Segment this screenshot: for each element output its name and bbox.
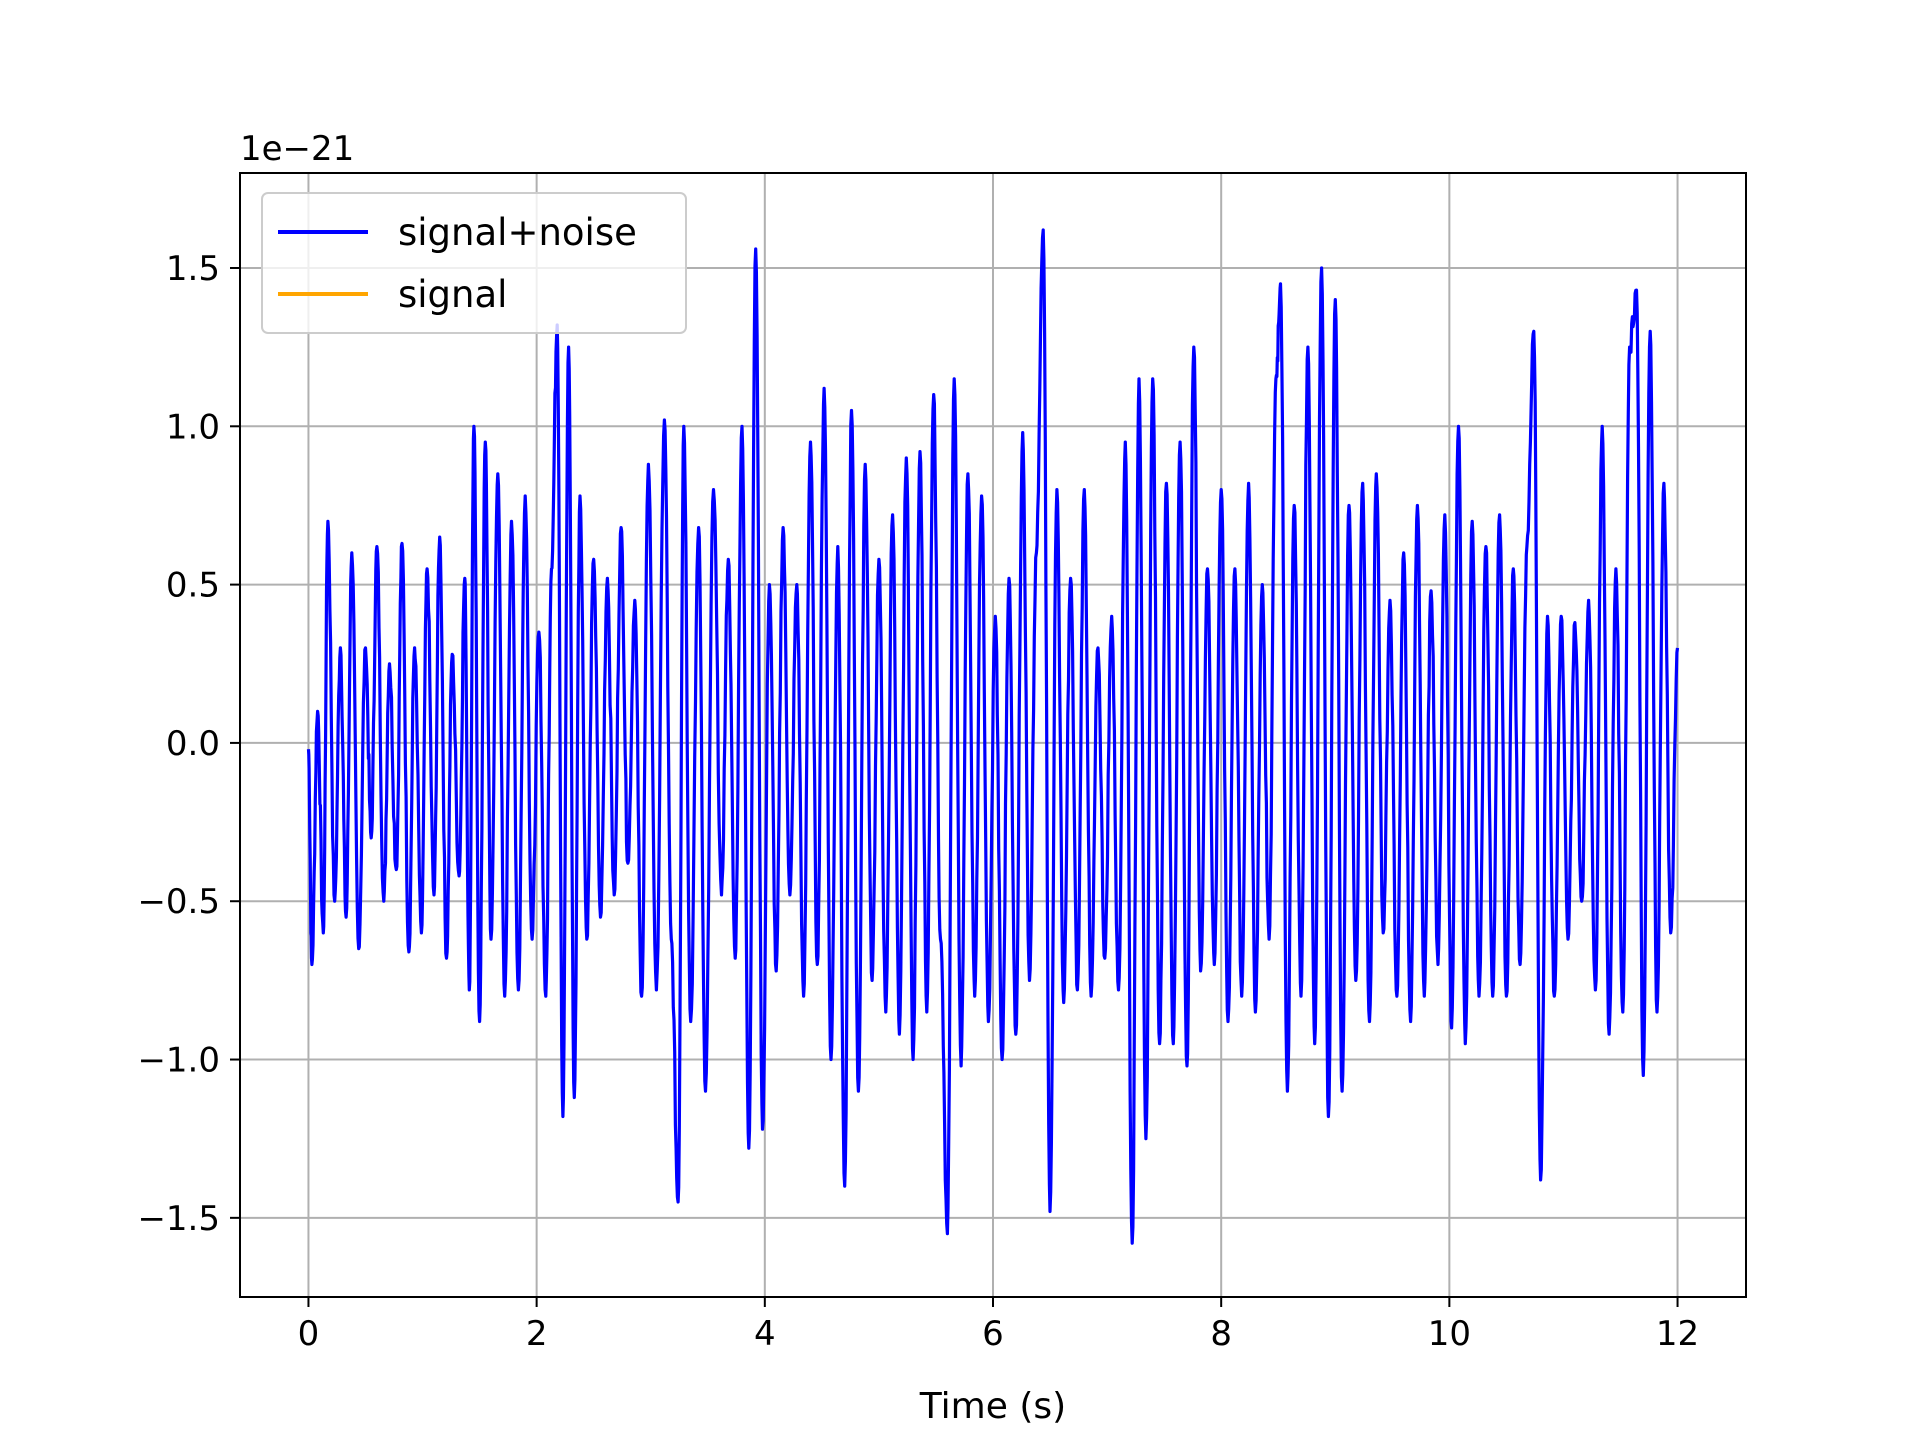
ticks: 0 2 4 6 8 10 12 −1.5 −1.0 −0.5 0.0 0.5 1.0 1.5 <box>137 249 1699 1354</box>
legend: signal+noise signal <box>261 192 687 334</box>
x-tick-label: 10 <box>1428 1314 1471 1354</box>
y-tick-label: −1.0 <box>137 1041 220 1081</box>
series-line-signal-noise <box>306 228 1680 1245</box>
series-layer <box>306 228 1680 1245</box>
y-offset-label: 1e−21 <box>240 129 354 169</box>
x-axis-label: Time (s) <box>919 1386 1066 1427</box>
legend-box <box>261 192 687 334</box>
y-tick-label: −1.5 <box>137 1199 220 1239</box>
y-tick-label: 0.5 <box>166 566 220 606</box>
y-tick-label: 1.5 <box>166 249 220 289</box>
legend-label-signal-noise: signal+noise <box>398 211 637 254</box>
x-tick-label: 2 <box>526 1314 548 1354</box>
x-tick-label: 12 <box>1656 1314 1699 1354</box>
y-tick-label: 1.0 <box>166 407 220 447</box>
x-tick-label: 0 <box>298 1314 320 1354</box>
x-tick-label: 4 <box>754 1314 776 1354</box>
y-tick-label: 0.0 <box>166 724 220 764</box>
x-tick-label: 6 <box>982 1314 1004 1354</box>
x-tick-label: 8 <box>1210 1314 1232 1354</box>
y-tick-label: −0.5 <box>137 882 220 922</box>
legend-label-signal: signal <box>398 273 507 316</box>
